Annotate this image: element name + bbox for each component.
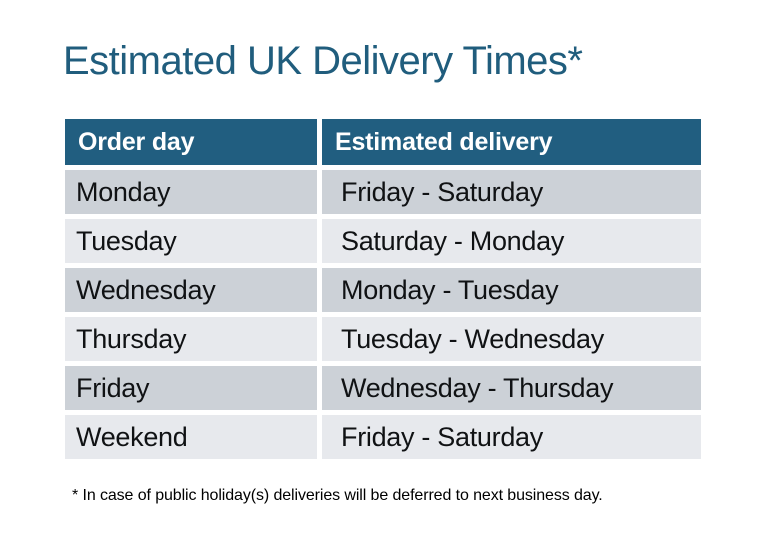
page-title: Estimated UK Delivery Times*	[63, 39, 583, 83]
public-holiday-footnote: * In case of public holiday(s) deliverie…	[72, 487, 603, 504]
table-cell-estimated-delivery: Saturday - Monday	[322, 219, 701, 263]
column-header-estimated-delivery: Estimated delivery	[322, 119, 701, 165]
table-cell-estimated-delivery: Monday - Tuesday	[322, 268, 701, 312]
table-cell-estimated-delivery: Friday - Saturday	[322, 170, 701, 214]
table-cell-order-day: Tuesday	[65, 219, 317, 263]
table-cell-order-day: Friday	[65, 366, 317, 410]
table-cell-order-day: Wednesday	[65, 268, 317, 312]
table-cell-order-day: Weekend	[65, 415, 317, 459]
table-cell-order-day: Thursday	[65, 317, 317, 361]
table-cell-estimated-delivery: Tuesday - Wednesday	[322, 317, 701, 361]
table-cell-estimated-delivery: Wednesday - Thursday	[322, 366, 701, 410]
delivery-times-table: Order day Estimated delivery Monday Frid…	[65, 119, 701, 459]
table-cell-estimated-delivery: Friday - Saturday	[322, 415, 701, 459]
table-cell-order-day: Monday	[65, 170, 317, 214]
column-header-order-day: Order day	[65, 119, 317, 165]
